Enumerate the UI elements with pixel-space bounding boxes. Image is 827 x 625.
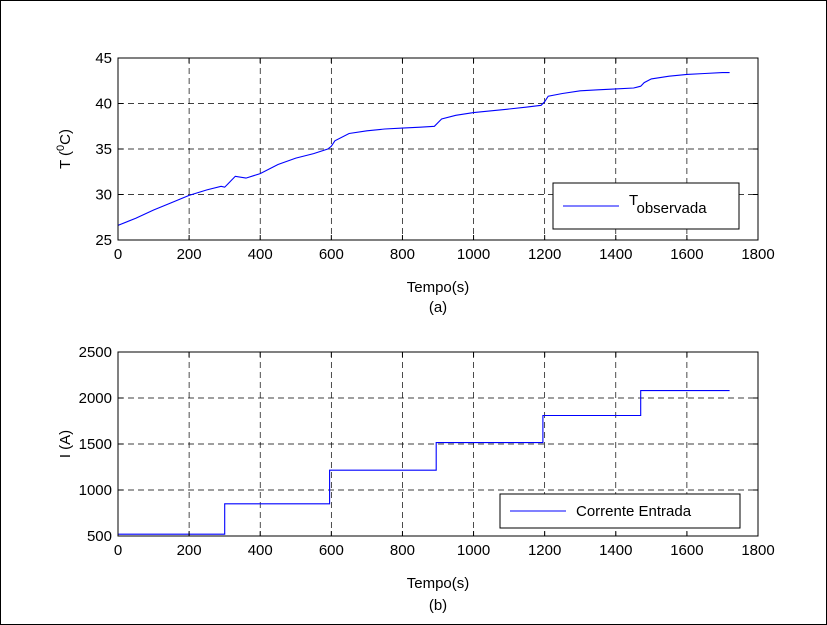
y-tick-label: 1500 bbox=[79, 436, 112, 453]
y-tick-label: 40 bbox=[95, 96, 112, 113]
y-tick-label: 45 bbox=[95, 50, 112, 67]
legend-label: Tobservada bbox=[629, 192, 707, 217]
x-tick-label: 1200 bbox=[528, 246, 561, 263]
x-axis-label: Tempo(s) bbox=[407, 575, 470, 592]
x-tick-label: 200 bbox=[177, 246, 202, 263]
legend: Corrente Entrada bbox=[499, 493, 741, 529]
x-tick-label: 1600 bbox=[670, 542, 703, 559]
y-axis-label-main: T ( bbox=[57, 151, 74, 169]
y-tick-label: 30 bbox=[95, 187, 112, 204]
x-tick-label: 600 bbox=[319, 246, 344, 263]
subplot-caption: (b) bbox=[429, 597, 447, 614]
legend-label: Corrente Entrada bbox=[576, 503, 692, 520]
subplot-caption: (a) bbox=[429, 299, 447, 316]
y-axis-label: I (A) bbox=[57, 430, 74, 458]
y-tick-label: 2500 bbox=[79, 344, 112, 361]
chart-a: 0 200 400 600 800 1000 1200 1400 1600 18002530354… bbox=[55, 50, 775, 316]
x-tick-label: 1400 bbox=[599, 246, 632, 263]
y-tick-label: 2000 bbox=[79, 390, 112, 407]
x-tick-label: 1800 bbox=[741, 542, 774, 559]
y-tick-label: 500 bbox=[87, 528, 112, 545]
chart-b: 0 200 400 600 800 1000 1200 1400 1600 1800 500 1000… bbox=[57, 344, 775, 614]
x-tick-label: 400 bbox=[248, 542, 273, 559]
legend-label-main: T bbox=[629, 192, 638, 209]
x-tick-label: 1000 bbox=[457, 246, 490, 263]
legend: Tobservada bbox=[552, 182, 740, 230]
x-tick-label: 1200 bbox=[528, 542, 561, 559]
x-tick-label: 1800 bbox=[741, 246, 774, 263]
y-tick-label: 1000 bbox=[79, 482, 112, 499]
x-tick-label: 800 bbox=[390, 246, 415, 263]
y-tick-label: 35 bbox=[95, 141, 112, 158]
y-axis-label: T (0C) bbox=[55, 129, 74, 169]
x-tick-label: 800 bbox=[390, 542, 415, 559]
x-tick-label: 0 bbox=[114, 542, 122, 559]
x-tick-label: 1400 bbox=[599, 542, 632, 559]
y-axis-label-unit: C) bbox=[57, 129, 74, 145]
legend-label-subscript: observada bbox=[637, 200, 708, 217]
series-line bbox=[117, 72, 730, 226]
x-tick-label: 200 bbox=[177, 542, 202, 559]
x-tick-label: 0 bbox=[114, 246, 122, 263]
x-axis-label: Tempo(s) bbox=[407, 279, 470, 296]
y-tick-label: 25 bbox=[95, 232, 112, 249]
x-tick-label: 1000 bbox=[457, 542, 490, 559]
x-tick-label: 400 bbox=[248, 246, 273, 263]
y-axis-label-superscript: 0 bbox=[55, 145, 67, 151]
x-tick-label: 1600 bbox=[670, 246, 703, 263]
x-tick-label: 600 bbox=[319, 542, 344, 559]
series-line bbox=[118, 390, 730, 535]
